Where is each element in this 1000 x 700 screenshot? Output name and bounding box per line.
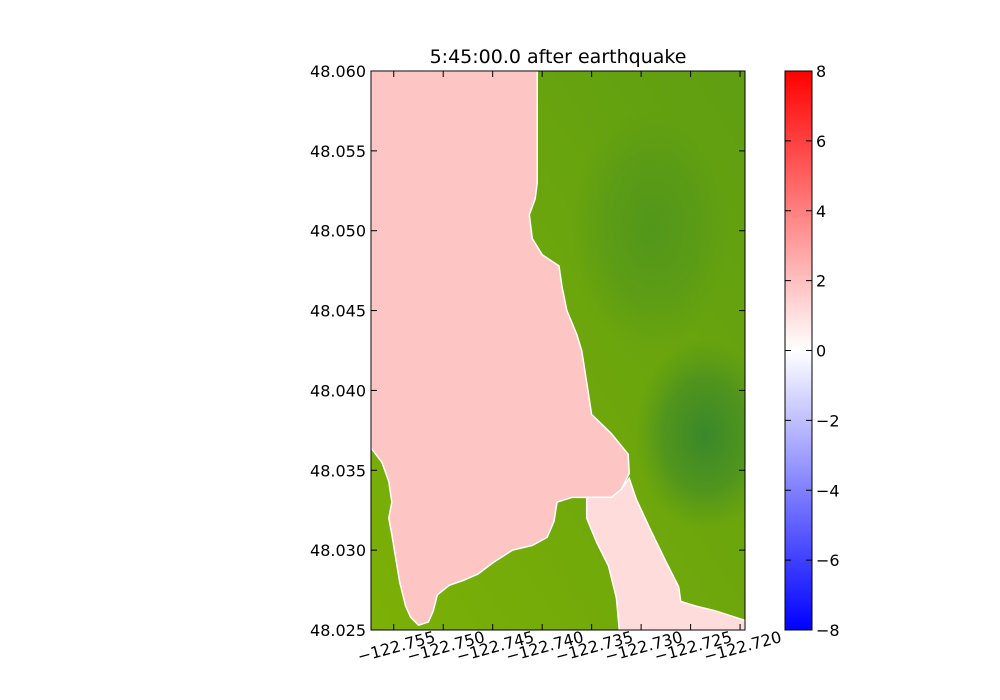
y-tick-label: 48.045 — [310, 302, 366, 321]
colorbar: 8 6 4 2 0 −2 −4 −6 −8 — [784, 62, 840, 640]
land-dark-region-upper — [570, 110, 730, 350]
colorbar-ticks: 8 6 4 2 0 −2 −4 −6 −8 — [785, 62, 840, 640]
colorbar-tick-label: 6 — [816, 132, 826, 151]
y-tick-label: 48.035 — [310, 461, 366, 480]
water-channel — [585, 476, 745, 630]
plot-frame — [370, 70, 746, 631]
y-tick-label: 48.060 — [310, 62, 366, 81]
colorbar-tick-label: 4 — [816, 202, 826, 221]
y-tick-label: 48.050 — [310, 222, 366, 241]
water-body — [371, 71, 630, 627]
land-dark-region — [635, 340, 745, 530]
colorbar-tick-label: 2 — [816, 272, 826, 291]
colorbar-tick-label: −6 — [816, 551, 840, 570]
y-tick-label: 48.055 — [310, 142, 366, 161]
colorbar-tick-label: 8 — [816, 62, 826, 81]
colorbar-tick-label: −4 — [816, 481, 840, 500]
plot-area — [371, 71, 745, 630]
colorbar-tick-label: 0 — [816, 342, 826, 361]
y-tick-label: 48.025 — [310, 621, 366, 640]
y-axis: 48.025 48.030 48.035 48.040 48.045 48.050 48.0… — [310, 62, 745, 640]
y-tick-label: 48.030 — [310, 541, 366, 560]
chart-title: 5:45:00.0 after earthquake — [430, 46, 687, 68]
y-tick-label: 48.040 — [310, 381, 366, 400]
x-axis: −122.755−122.750−122.745−122.740−122.735… — [355, 71, 784, 666]
colorbar-tick-label: −8 — [816, 621, 840, 640]
colorbar-tick-label: −2 — [816, 411, 840, 430]
